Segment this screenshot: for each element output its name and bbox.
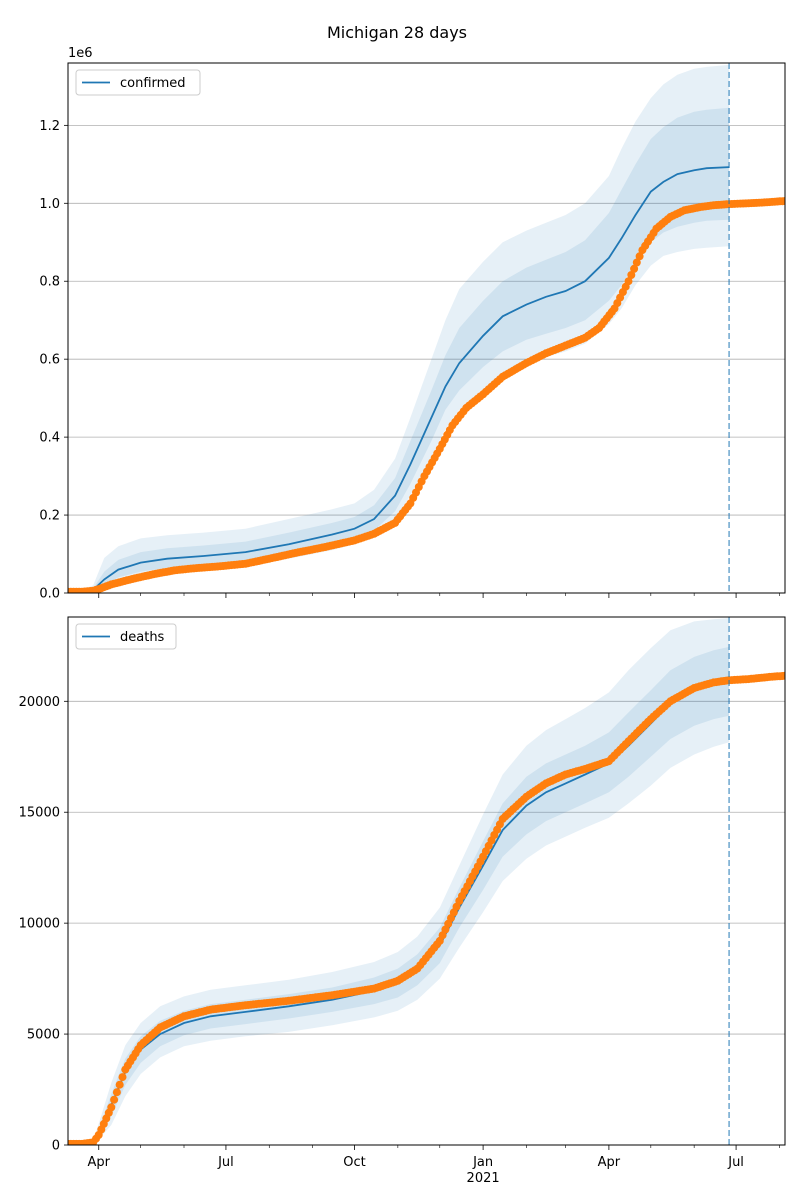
x-tick-label: Apr: [87, 1155, 110, 1170]
observed-point: [627, 271, 636, 279]
observed-series: [68, 671, 785, 1145]
figure-title: Michigan 28 days: [327, 23, 467, 42]
y-tick-label: 0.2: [39, 509, 60, 524]
y-tick-label: 10000: [19, 917, 60, 932]
observed-point: [115, 1080, 124, 1089]
axes-frame: [67, 616, 786, 1146]
y-tick-label: 0.4: [39, 431, 60, 446]
x-tick-label: Oct: [343, 1155, 365, 1170]
legend: deaths: [75, 623, 177, 650]
y-tick-label: 5000: [27, 1028, 60, 1043]
observed-point: [630, 264, 639, 273]
legend-box: [75, 69, 201, 96]
observed-point: [781, 196, 785, 205]
observed-point: [112, 1088, 121, 1097]
y-tick-label: 1.2: [39, 119, 60, 134]
confirmed-panel: 0.0 0.2 0.4 0.6 0.8 1.0 1.2 1e6 confirmed: [39, 46, 786, 602]
observed-point: [107, 1103, 116, 1112]
y-tick-label: 0.0: [39, 587, 60, 602]
y-tick-label: 15000: [19, 806, 60, 821]
y-tick-label: 0.8: [39, 275, 60, 290]
y-tick-label: 20000: [19, 695, 60, 710]
legend-box: [75, 623, 177, 650]
y-tick-label: 1.0: [39, 197, 60, 212]
legend-label: confirmed: [120, 76, 186, 91]
y-tick-label: 0.6: [39, 353, 60, 368]
axes-frame: [67, 62, 786, 594]
uncertainty-band: [68, 107, 730, 592]
x-tick-label: Jul: [217, 1155, 234, 1170]
plot-area: [68, 64, 785, 593]
observed-point: [118, 1073, 127, 1082]
legend-label: deaths: [120, 630, 165, 645]
observed-series: [68, 196, 785, 593]
observed-point: [110, 1095, 119, 1104]
y-tick-label: 0: [52, 1139, 60, 1154]
x-tick-label: Jan: [472, 1155, 493, 1170]
observed-point: [635, 252, 644, 261]
observed-point: [624, 277, 633, 286]
observed-point: [632, 258, 641, 267]
plot-area: [68, 618, 785, 1145]
observed-point: [781, 671, 785, 680]
x-tick-label: Jul: [727, 1155, 744, 1170]
y-offset-label: 1e6: [68, 46, 93, 61]
x-tick-label: Apr: [598, 1155, 621, 1170]
model-line: [68, 166, 730, 592]
legend: confirmed: [75, 69, 201, 96]
x-tick-sublabel: 2021: [467, 1171, 500, 1186]
